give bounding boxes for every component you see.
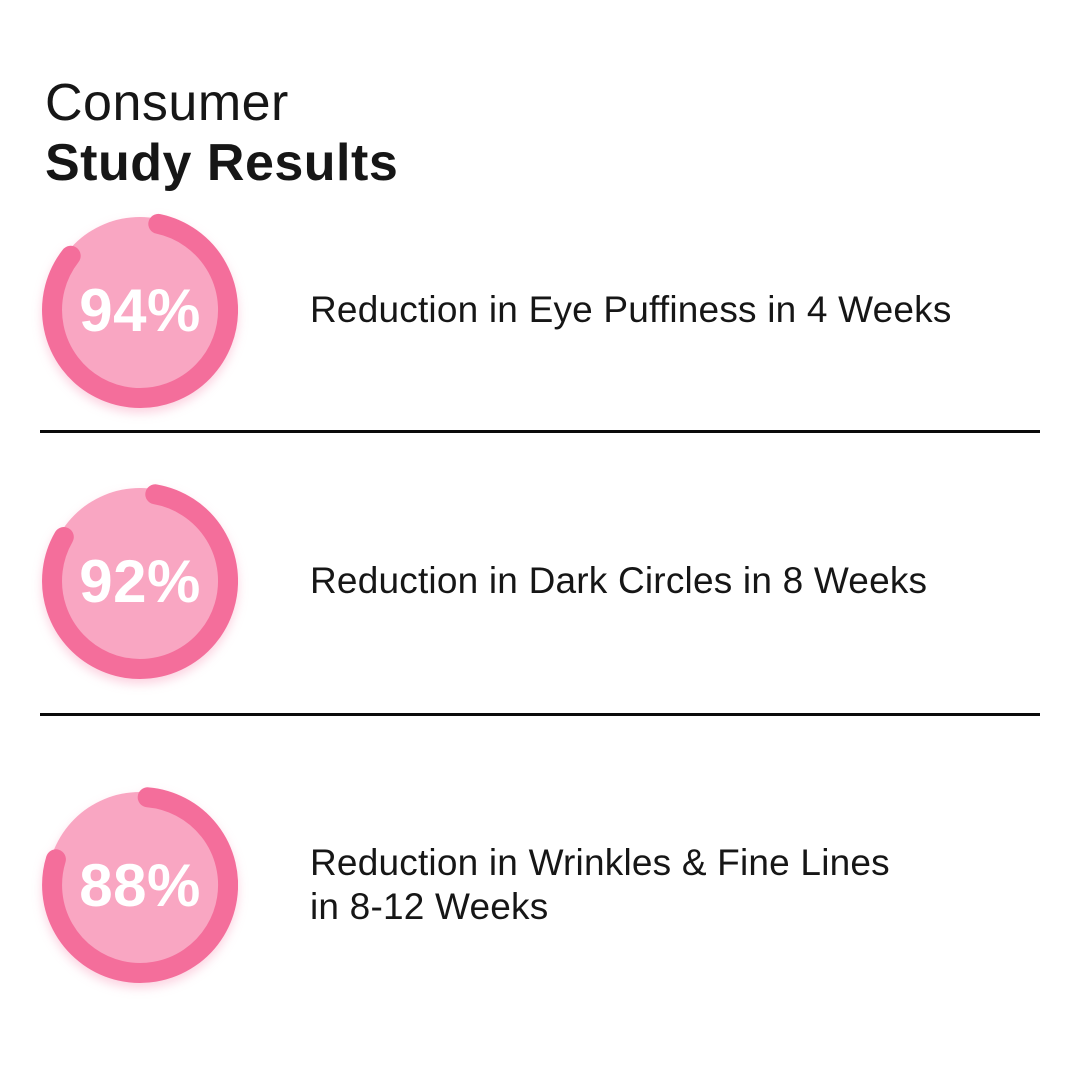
progress-ring-icon bbox=[42, 787, 238, 983]
stat-description: Reduction in Wrinkles & Fine Lines in 8-… bbox=[310, 842, 890, 927]
title-line-2: Study Results bbox=[45, 133, 399, 192]
divider-line bbox=[40, 430, 1040, 433]
stat-description: Reduction in Eye Puffiness in 4 Weeks bbox=[310, 289, 952, 330]
title-line-1: Consumer bbox=[45, 73, 289, 132]
progress-ring-icon bbox=[42, 213, 238, 408]
percentage-value: 94% bbox=[79, 276, 201, 344]
percentage-value: 88% bbox=[79, 851, 201, 919]
stat-row-wrinkles-fine-lines: 88% Reduction in Wrinkles & Fine Lines i… bbox=[42, 787, 1042, 983]
stat-row-dark-circles: 92% Reduction in Dark Circles in 8 Weeks bbox=[42, 483, 1042, 679]
percentage-value: 92% bbox=[79, 547, 201, 615]
percentage-badge: 92% bbox=[42, 483, 238, 679]
stat-description: Reduction in Dark Circles in 8 Weeks bbox=[310, 560, 928, 601]
progress-ring-icon bbox=[42, 484, 238, 679]
page-title: Consumer Study Results bbox=[45, 73, 398, 193]
divider-line bbox=[40, 713, 1040, 716]
stat-row-eye-puffiness: 94% Reduction in Eye Puffiness in 4 Week… bbox=[42, 212, 1042, 408]
percentage-badge: 94% bbox=[42, 212, 238, 408]
percentage-badge: 88% bbox=[42, 787, 238, 983]
